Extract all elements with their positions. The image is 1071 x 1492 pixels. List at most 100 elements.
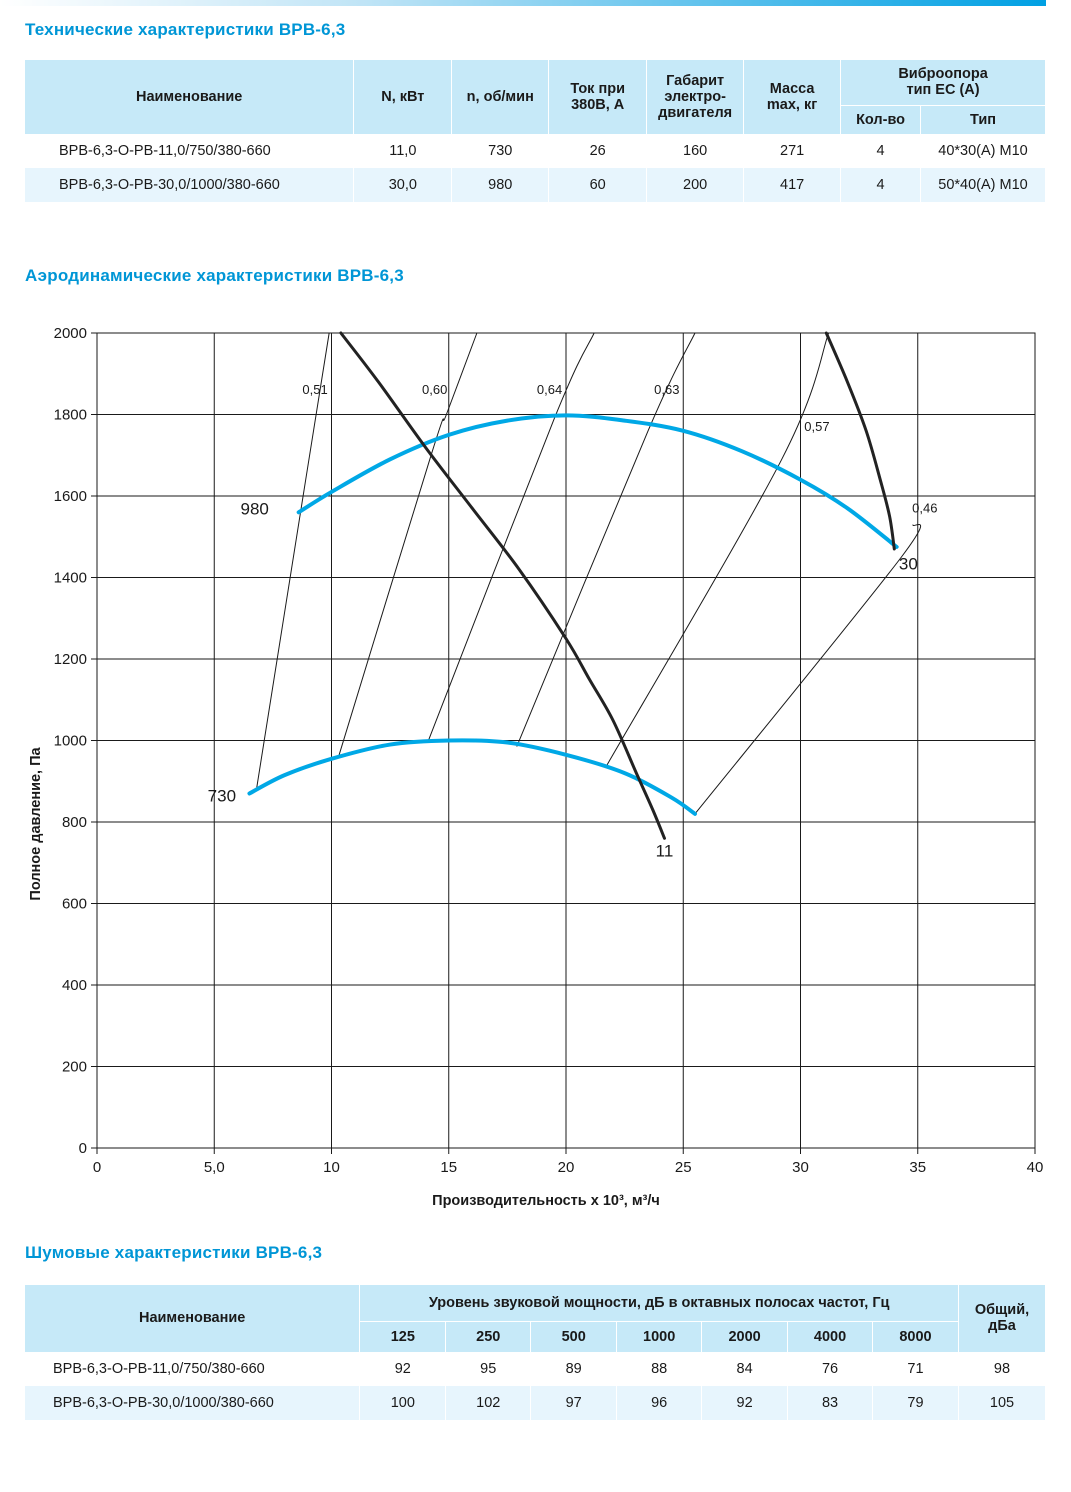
freq-header: 8000 (872, 1321, 959, 1353)
noise-table: Наименование Уровень звуковой мощности, … (25, 1285, 1047, 1420)
spec-header-motor: Габарит электро-двигателя (646, 60, 745, 135)
y-tick-label: 800 (62, 814, 87, 831)
spec-header-rpm: n, об/мин (451, 60, 550, 135)
efficiency-line (338, 332, 478, 757)
row-value: 102 (445, 1386, 532, 1420)
table-row: ВРВ-6,3-О-РВ-11,0/750/380-660 92 95 89 8… (25, 1352, 1047, 1386)
row-motor: 160 (646, 134, 745, 168)
row-power: 30,0 (353, 168, 453, 202)
freq-header: 1000 (616, 1321, 703, 1353)
row-value: 83 (787, 1386, 874, 1420)
y-tick-label: 2000 (54, 325, 87, 342)
row-value: 76 (787, 1352, 874, 1386)
spec-header-vibro: Виброопора тип ЕС (А) (840, 60, 1046, 106)
row-value: 71 (872, 1352, 959, 1386)
efficiency-line (694, 524, 921, 815)
x-axis-label: Производительность х 10³, м³/ч (432, 1193, 660, 1209)
efficiency-label: 0,63 (654, 382, 679, 397)
x-tick-label: 40 (1027, 1159, 1044, 1176)
row-name: ВРВ-6,3-О-РВ-30,0/1000/380-660 (25, 1386, 361, 1420)
row-motor: 200 (646, 168, 745, 202)
row-name: ВРВ-6,3-О-РВ-30,0/1000/380-660 (25, 168, 355, 202)
row-value: 92 (701, 1386, 789, 1420)
row-mass: 417 (743, 168, 842, 202)
row-rpm: 730 (451, 134, 550, 168)
freq-header: 2000 (701, 1321, 789, 1353)
y-tick-label: 1000 (54, 733, 87, 750)
row-type: 50*40(А) М10 (920, 168, 1046, 202)
y-tick-label: 1800 (54, 407, 87, 424)
row-rpm: 980 (451, 168, 550, 202)
row-current: 26 (548, 134, 648, 168)
y-tick-label: 1400 (54, 570, 87, 587)
series-line (339, 331, 666, 840)
row-mass: 271 (743, 134, 842, 168)
spec-header-current: Ток при 380В, А (548, 60, 648, 135)
aero-chart: 0,51 0,60 0,64 0,63 0,57 0,46 980 730 11 30 0 5,0… (28, 325, 1044, 1209)
x-tick-label: 10 (323, 1159, 340, 1176)
efficiency-label: 0,51 (302, 382, 327, 397)
series-line (824, 331, 896, 551)
x-tick-label: 0 (93, 1159, 101, 1176)
row-power: 11,0 (353, 134, 453, 168)
curve-label: 730 (208, 787, 236, 806)
efficiency-line (516, 332, 696, 747)
row-value: 96 (616, 1386, 703, 1420)
y-tick-label: 600 (62, 896, 87, 913)
noise-header-total: Общий, дБа (958, 1285, 1047, 1353)
efficiency-label: 0,57 (804, 419, 829, 434)
top-accent-bar (0, 0, 1046, 6)
x-tick-label: 30 (792, 1159, 809, 1176)
aero-section-title: Аэродинамические характеристики ВРВ-6,3 (25, 266, 404, 285)
curve-label: 11 (656, 842, 674, 861)
y-axis-label: Полное давление, Па (28, 746, 44, 900)
row-value: 89 (530, 1352, 618, 1386)
x-tick-label: 15 (440, 1159, 457, 1176)
row-type: 40*30(А) М10 (920, 134, 1046, 168)
table-row: ВРВ-6,3-О-РВ-30,0/1000/380-660 100 102 9… (25, 1386, 1047, 1420)
noise-section-title: Шумовые характеристики ВРВ-6,3 (25, 1243, 323, 1262)
series-line (247, 738, 697, 816)
y-tick-label: 200 (62, 1059, 87, 1076)
efficiency-lines: 0,51 0,60 0,64 0,63 0,57 0,46 (255, 332, 937, 815)
x-tick-label: 25 (675, 1159, 692, 1176)
x-tick-label: 5,0 (204, 1159, 225, 1176)
x-tick-label: 35 (909, 1159, 926, 1176)
table-row: ВРВ-6,3-О-РВ-11,0/750/380-660 11,0 730 2… (25, 134, 1046, 168)
freq-header: 500 (530, 1321, 618, 1353)
y-tick-label: 1200 (54, 651, 87, 668)
spec-table: Наименование N, кВт n, об/мин Ток при 380… (25, 60, 1046, 202)
row-total: 98 (958, 1352, 1047, 1386)
table-row: ВРВ-6,3-О-РВ-30,0/1000/380-660 30,0 980 … (25, 168, 1046, 202)
curve-label: 30 (899, 554, 918, 573)
spec-section-title: Технические характеристики ВРВ-6,3 (25, 20, 346, 39)
efficiency-line (255, 332, 330, 790)
spec-header-qty: Кол-во (840, 105, 922, 135)
noise-header-level: Уровень звуковой мощности, дБ в октавных… (359, 1285, 959, 1322)
chart-grid (96, 332, 1036, 1149)
row-value: 100 (359, 1386, 447, 1420)
spec-header-name: Наименование (25, 60, 355, 135)
y-tick-label: 400 (62, 977, 87, 994)
chart-series: 980 730 11 30 (208, 331, 918, 861)
efficiency-label: 0,46 (912, 500, 937, 515)
efficiency-line (605, 332, 830, 768)
efficiency-label: 0,64 (537, 382, 562, 397)
row-name: ВРВ-6,3-О-РВ-11,0/750/380-660 (25, 134, 355, 168)
spec-header-mass: Масса max, кг (743, 60, 842, 135)
row-value: 79 (872, 1386, 959, 1420)
row-qty: 4 (840, 168, 922, 202)
freq-header: 4000 (787, 1321, 874, 1353)
row-value: 84 (701, 1352, 789, 1386)
freq-header: 250 (445, 1321, 532, 1353)
row-name: ВРВ-6,3-О-РВ-11,0/750/380-660 (25, 1352, 361, 1386)
row-total: 105 (958, 1386, 1047, 1420)
row-value: 95 (445, 1352, 532, 1386)
row-value: 88 (616, 1352, 703, 1386)
series-line (296, 413, 899, 549)
noise-header-name: Наименование (25, 1285, 361, 1353)
curve-label: 980 (241, 499, 269, 518)
row-value: 97 (530, 1386, 618, 1420)
row-current: 60 (548, 168, 648, 202)
efficiency-label: 0,60 (422, 382, 447, 397)
